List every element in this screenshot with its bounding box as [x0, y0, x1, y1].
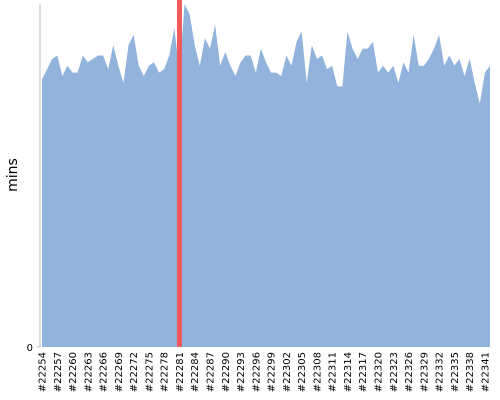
x-tick-label: #22257	[53, 352, 64, 392]
x-tick-label: #22305	[297, 352, 308, 392]
x-tick-label: #22296	[251, 352, 262, 392]
x-tick-label: #22329	[419, 352, 430, 392]
y-tick-label: 0	[27, 343, 33, 354]
x-tick-label: #22338	[465, 352, 476, 392]
x-tick-label: #22302	[282, 352, 293, 392]
x-tick-label: #22269	[114, 352, 125, 392]
x-tick-label: #22260	[68, 352, 79, 392]
area	[42, 4, 490, 347]
x-tick-label: #22326	[404, 352, 415, 392]
x-tick-label: #22275	[144, 352, 155, 392]
highlight-line	[176, 0, 182, 347]
x-tick-label: #22254	[38, 352, 49, 392]
x-tick-label: #22263	[83, 352, 94, 392]
x-tick-label: #22290	[221, 352, 232, 392]
y-axis-label: mins	[5, 158, 21, 192]
x-tick-label: #22287	[206, 352, 217, 392]
x-tick-label: #22293	[236, 352, 247, 392]
x-tick-label: #22335	[450, 352, 461, 392]
x-tick-label: #22266	[99, 352, 110, 392]
x-tick-label: #22281	[175, 352, 186, 392]
x-tick-label: #22320	[374, 352, 385, 392]
x-tick-label: #22308	[312, 352, 323, 392]
x-tick-label: #22314	[343, 352, 354, 392]
x-tick-label: #22311	[328, 352, 339, 392]
x-tick-label: #22284	[190, 352, 201, 392]
x-tick-label: #22341	[480, 352, 491, 392]
x-tick-label: #22323	[389, 352, 400, 392]
x-tick-label: #22332	[435, 352, 446, 392]
x-tick-label: #22299	[267, 352, 278, 392]
x-tick-label: #22317	[358, 352, 369, 392]
x-tick-label: #22272	[129, 352, 140, 392]
x-tick-label: #22278	[160, 352, 171, 392]
